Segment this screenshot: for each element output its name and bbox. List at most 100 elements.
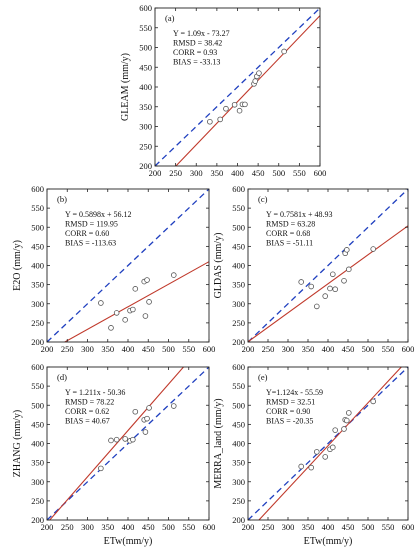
stats-line: CORR = 0.90 <box>266 407 310 416</box>
data-point <box>256 70 262 76</box>
data-point <box>341 426 347 432</box>
stats-line: Y = 1.211x - 50.36 <box>65 388 125 397</box>
x-tick-label: 400 <box>122 344 135 354</box>
data-point <box>142 313 149 319</box>
one-to-one-line <box>155 8 320 166</box>
x-tick-label: 450 <box>142 522 155 532</box>
y-tick-label: 600 <box>31 362 44 372</box>
y-tick-label: 450 <box>31 419 44 429</box>
x-tick-label: 350 <box>101 522 114 532</box>
data-point <box>252 78 259 84</box>
data-point <box>327 285 333 292</box>
y-tick-label: 450 <box>232 241 245 251</box>
regression-line <box>48 367 185 520</box>
x-tick-label: 450 <box>142 344 155 354</box>
stats-line: RMSD = 78.22 <box>65 398 114 407</box>
panel-b: 200 250 300 350 400 450 500 550 600 200 250 300 350 4… <box>12 184 215 354</box>
stats-line: Y = 1.09x - 73.27 <box>173 29 230 38</box>
x-tick-label: 550 <box>182 522 195 532</box>
x-tick-label: 250 <box>169 168 182 178</box>
x-tick-label: 550 <box>382 522 395 532</box>
y-axis-label: E2O (mm/y) <box>12 240 23 291</box>
x-tick-label: 450 <box>342 522 355 532</box>
data-point <box>98 300 104 306</box>
stats-line: Y=1.124x - 55.59 <box>266 388 323 397</box>
y-tick-label: 500 <box>232 222 245 232</box>
x-tick-label: 300 <box>282 522 295 532</box>
data-point <box>130 436 136 443</box>
data-point <box>332 427 339 433</box>
one-to-one-line <box>248 189 408 342</box>
data-point <box>343 247 350 253</box>
y-axis-label: GLDAS (mm/y) <box>213 233 224 299</box>
y-tick-label: 450 <box>139 62 152 72</box>
x-tick-label: 550 <box>182 344 195 354</box>
data-point <box>370 398 377 405</box>
data-point <box>345 410 352 416</box>
y-tick-label: 400 <box>232 439 245 449</box>
y-tick-label: 450 <box>232 419 245 429</box>
y-tick-label: 400 <box>139 82 152 92</box>
stats-line: BIAS = -20.35 <box>266 417 313 426</box>
x-tick-label: 300 <box>81 344 94 354</box>
y-tick-label: 500 <box>232 400 245 410</box>
y-tick-label: 500 <box>31 400 44 410</box>
panel-label: (d) <box>57 372 67 382</box>
data-point <box>329 444 336 451</box>
panel-label: (e) <box>258 372 268 382</box>
stats-line: CORR = 0.93 <box>173 48 217 57</box>
x-tick-label: 500 <box>162 344 175 354</box>
y-tick-label: 600 <box>31 184 44 194</box>
x-tick-label: 600 <box>203 344 216 354</box>
data-point <box>329 271 336 278</box>
data-point <box>217 116 223 123</box>
y-tick-label: 600 <box>232 362 245 372</box>
y-tick-label: 450 <box>31 241 44 251</box>
stats-line: Y = 0.7581x + 48.93 <box>266 210 333 219</box>
data-point <box>322 293 329 299</box>
data-point <box>281 48 287 55</box>
x-tick-label: 400 <box>322 522 335 532</box>
x-tick-label: 200 <box>41 344 54 354</box>
y-tick-label: 200 <box>31 515 44 525</box>
y-tick-label: 250 <box>139 141 152 151</box>
y-tick-label: 400 <box>31 439 44 449</box>
data-point <box>122 436 128 442</box>
panel-d: 200 250 300 350 400 450 500 550 600 200 250 300 350 4… <box>12 362 215 547</box>
data-point <box>98 465 104 472</box>
data-point <box>122 317 128 323</box>
data-point <box>144 415 150 422</box>
x-tick-label: 500 <box>362 522 375 532</box>
data-point <box>144 277 150 283</box>
y-tick-label: 250 <box>31 318 44 328</box>
x-tick-label: 250 <box>61 344 74 354</box>
stats-line: BIAS = 40.67 <box>65 417 110 426</box>
x-tick-label: 450 <box>342 344 355 354</box>
x-tick-label: 200 <box>149 168 162 178</box>
y-tick-label: 250 <box>232 318 245 328</box>
y-tick-label: 300 <box>232 299 245 309</box>
y-tick-label: 200 <box>139 161 152 171</box>
data-point <box>108 325 114 331</box>
y-tick-label: 300 <box>31 477 44 487</box>
x-tick-label: 500 <box>162 522 175 532</box>
y-tick-label: 300 <box>31 299 44 309</box>
x-tick-label: 400 <box>231 168 244 178</box>
x-tick-label: 350 <box>302 344 315 354</box>
data-point <box>308 283 315 290</box>
y-tick-label: 350 <box>139 102 152 112</box>
x-tick-label: 350 <box>302 522 315 532</box>
data-point <box>313 303 320 310</box>
y-tick-label: 200 <box>31 337 44 347</box>
stats-line: Y = 0.5898x + 56.12 <box>65 210 132 219</box>
data-point <box>142 429 149 435</box>
x-axis-label: ETw(mm/y) <box>304 536 353 547</box>
y-tick-label: 300 <box>139 122 152 132</box>
data-point <box>298 463 305 470</box>
x-tick-label: 550 <box>293 168 306 178</box>
data-point <box>207 118 213 125</box>
y-tick-label: 300 <box>232 477 245 487</box>
data-point <box>132 408 139 415</box>
data-point <box>231 101 238 108</box>
regression-line <box>248 225 408 342</box>
